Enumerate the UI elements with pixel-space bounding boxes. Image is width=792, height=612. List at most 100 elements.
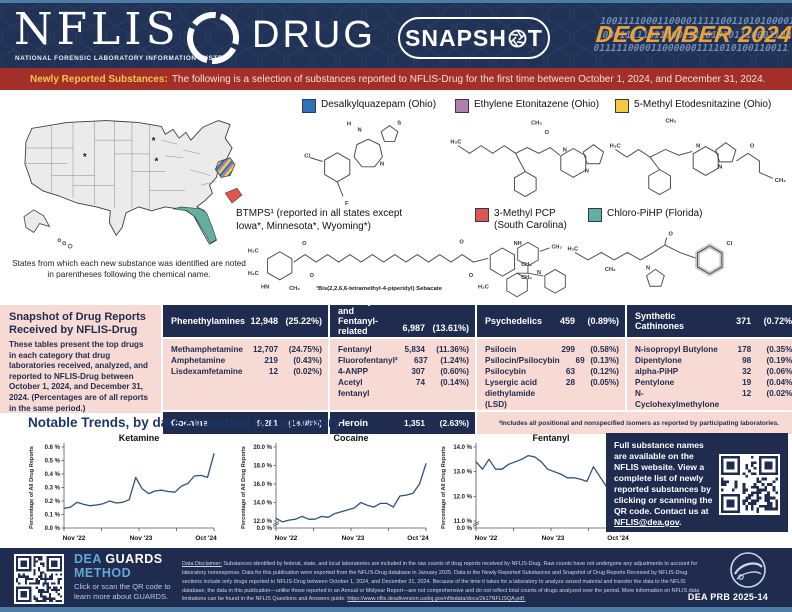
- trend-chart-fentanyl: Fentanyl Percentage of All Drug Reports 11…: [441, 433, 629, 542]
- svg-text:Oct '24: Oct '24: [195, 535, 217, 542]
- footer-cocaine: Cocaine 9,281 (18.08%): [163, 412, 328, 434]
- info-box: Full substance names are available on th…: [606, 433, 788, 532]
- svg-text:14.0 %: 14.0 %: [453, 445, 472, 451]
- legend-label: Chloro-PiHP (Florida): [607, 208, 703, 219]
- trend-chart-cocaine: Cocaine Percentage of All Drug Reports 12.…: [241, 433, 429, 542]
- legend-label: Ethylene Etonitazene (Ohio): [474, 99, 600, 110]
- drug-reports-table: Phenethylamines 12,948 (25.22%) Fentanyl …: [163, 296, 792, 434]
- table-row: Methamphetamine 12,707 (24.75%): [171, 345, 322, 354]
- svg-text:12.0 %: 12.0 %: [453, 494, 472, 500]
- svg-text:H₃C: H₃C: [478, 284, 489, 290]
- table-row: Fluorofentanyl² 637 (1.24%): [338, 356, 469, 365]
- svg-text:Cocaine: Cocaine: [333, 433, 368, 443]
- nflis-logo-subtitle: NATIONAL FORENSIC LABORATORY INFORMATION…: [15, 55, 229, 62]
- edition-date: DECEMBER 2024: [594, 21, 792, 47]
- svg-text:N: N: [537, 270, 541, 276]
- svg-text:F: F: [345, 201, 349, 207]
- chemical-structure-3-methyl-pcp: CH₃ N: [506, 241, 566, 298]
- alaska: [23, 209, 51, 233]
- chemical-structure-5-methyl-etodesnitazine: H₃C CH₃ N N O CH₃: [610, 119, 786, 196]
- legend-label: Desalkylquazepam (Ohio): [321, 99, 437, 110]
- fentanyl-rows: Fentanyl 5,834 (11.36%) Fluorofentanyl² 637(…: [330, 339, 475, 410]
- snapshot-panel: Snapshot of Drug Reports Received by NFL…: [0, 305, 161, 413]
- svg-text:N: N: [696, 144, 700, 150]
- svg-text:0.0 %: 0.0 %: [457, 526, 473, 532]
- map-caption: States from which each new substance was…: [12, 258, 246, 279]
- svg-text:N: N: [380, 161, 384, 167]
- btmps-footnote: ¹Bis(2,2,6,6-tetramethyl-4-piperidyl) Se…: [316, 286, 443, 292]
- svg-text:Nov '23: Nov '23: [130, 535, 153, 542]
- legend-label: 5-Methyl Etodesnitazine (Ohio): [634, 99, 772, 110]
- trends-title: Notable Trends, by date Submitted to Lab…: [28, 415, 341, 430]
- guards-text: Click or scan the QR code to learn more …: [74, 582, 171, 601]
- legend-label: 3-Methyl PCP (South Carolina): [494, 208, 567, 231]
- asterisk-minnesota: *: [152, 136, 156, 147]
- svg-text:H₃C: H₃C: [610, 144, 621, 150]
- svg-text:Nov '23: Nov '23: [342, 535, 365, 542]
- table-row: Psilocybin 63 (0.12%): [485, 367, 619, 376]
- svg-text:H₃C: H₃C: [248, 271, 259, 277]
- nflis-logo: NFLIS: [14, 4, 180, 55]
- snapshot-badge: SNAPSH T: [398, 17, 550, 59]
- table-row: 4-ANPP 307 (0.60%): [338, 367, 469, 376]
- guards-block: DEA GUARDS METHOD Click or scan the QR c…: [74, 552, 176, 601]
- svg-text:20.0 %: 20.0 %: [253, 445, 272, 451]
- svg-text:Nov '22: Nov '22: [63, 535, 86, 542]
- hexagon-pattern-background: [0, 3, 792, 68]
- btmps-label: BTMPS¹ (reported in all states except Io…: [236, 208, 403, 232]
- banner-text: The following is a selection of substanc…: [171, 73, 766, 85]
- svg-text:Nov '22: Nov '22: [475, 535, 498, 542]
- svg-text:0.2 %: 0.2 %: [45, 499, 61, 505]
- snapshot-description: These tables present the top drugs in ea…: [9, 340, 149, 413]
- legend-3-methyl-pcp: 3-Methyl PCP (South Carolina): [475, 208, 585, 232]
- svg-text:14.0 %: 14.0 %: [253, 501, 272, 507]
- svg-text:O: O: [459, 239, 464, 245]
- svg-text:Ketamine: Ketamine: [119, 433, 160, 443]
- svg-text:N: N: [563, 147, 567, 153]
- svg-text:0.3 %: 0.3 %: [45, 486, 61, 492]
- legend-5-methyl-etodesnitazine: 5-Methyl Etodesnitazine (Ohio): [615, 99, 790, 113]
- nflis-email-link[interactable]: NFLIS@dea.gov: [614, 517, 680, 527]
- svg-text:Percentage of All Drug Reports: Percentage of All Drug Reports: [241, 446, 247, 529]
- legend-swatch: [302, 99, 316, 113]
- svg-text:O: O: [669, 232, 674, 238]
- legend-swatch: [588, 208, 602, 222]
- table-row: Lysergic acid diethylamide (LSD) 28 (0.05%…: [485, 378, 619, 409]
- nflis-qr-code[interactable]: [719, 454, 780, 515]
- badge-text-post: T: [527, 24, 543, 51]
- column-header-fentanyl: Fentanyl and Fentanyl-related Compounds …: [330, 296, 475, 346]
- hawaii: [57, 238, 73, 249]
- svg-text:Cl: Cl: [727, 241, 733, 247]
- guards-qr-code[interactable]: [14, 554, 64, 604]
- svg-text:Percentage of All Drug Reports: Percentage of All Drug Reports: [29, 446, 35, 529]
- snapshot-title: Snapshot of Drug Reports Received by NFL…: [9, 311, 146, 336]
- table-footnote: ²Includes all positional and nonspecifie…: [477, 412, 792, 434]
- bottom-accent-strip: [0, 607, 792, 612]
- svg-text:N: N: [718, 165, 722, 171]
- svg-text:O: O: [544, 130, 549, 136]
- disclaimer-url-link[interactable]: https://www.nflis.deadiversion.usdoj.gov…: [347, 596, 526, 603]
- svg-text:NH: NH: [514, 241, 522, 247]
- svg-text:H₃C: H₃C: [567, 247, 578, 253]
- svg-text:O: O: [469, 273, 474, 279]
- bottom-bar: [0, 548, 792, 607]
- svg-text:CH₃: CH₃: [775, 178, 786, 184]
- svg-text:0.0 %: 0.0 %: [45, 526, 61, 532]
- top-accent-strip: [0, 0, 792, 3]
- svg-text:18.0 %: 18.0 %: [253, 464, 272, 470]
- legend-desalkylquazepam: Desalkylquazepam (Ohio): [302, 99, 462, 113]
- svg-text:Nov '22: Nov '22: [275, 535, 298, 542]
- state-florida-highlight: [173, 206, 217, 244]
- legend-chloro-pihp: Chloro-PiHP (Florida): [588, 208, 738, 222]
- info-text: Full substance names are available on th…: [614, 440, 780, 528]
- state-south-carolina-highlight: [224, 187, 243, 204]
- svg-text:N: N: [646, 265, 650, 271]
- us-map: * * *: [23, 120, 243, 249]
- column-header-psychedelics: Psychedelics 459 (0.89%): [477, 305, 625, 337]
- svg-text:H: H: [347, 122, 351, 128]
- newly-reported-banner: Newly Reported Substances: The following…: [0, 68, 792, 90]
